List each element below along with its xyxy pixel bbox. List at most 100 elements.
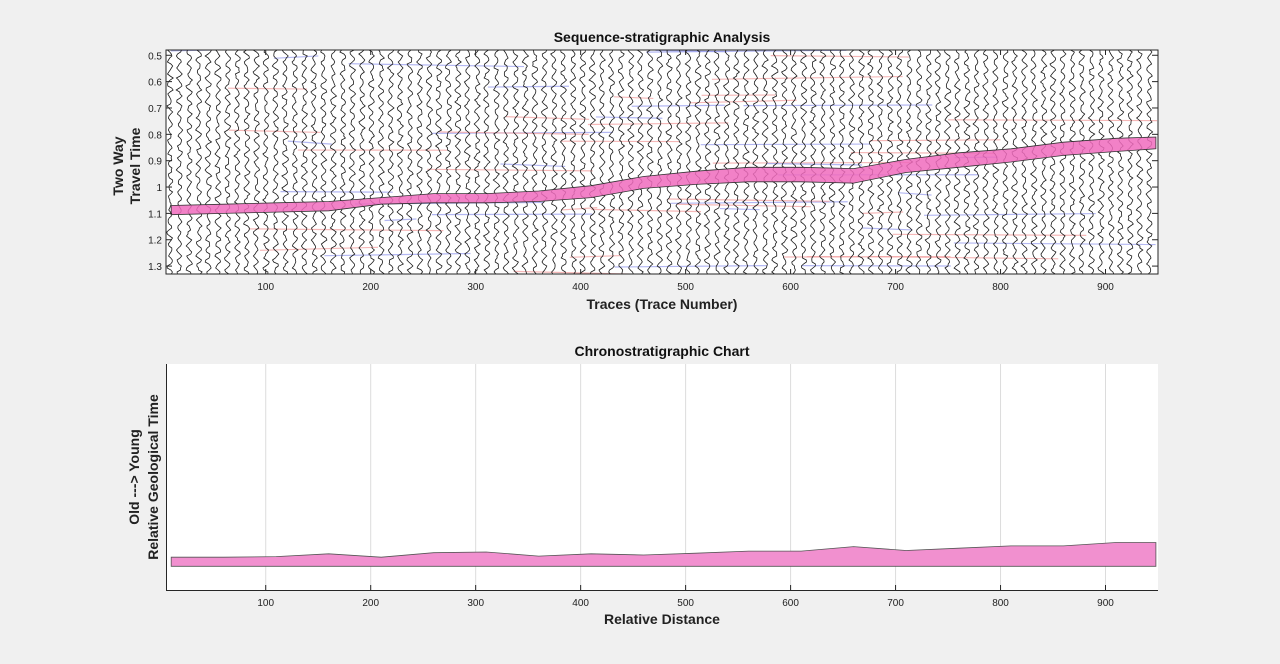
seismic-trace (578, 50, 587, 274)
seismic-ylabel-line1: Two Way (110, 136, 126, 195)
seismic-trace (1097, 50, 1106, 274)
seismic-trace (559, 50, 568, 274)
seismic-title: Sequence-stratigraphic Analysis (554, 29, 771, 45)
seismic-trace (531, 50, 539, 274)
seismic-trace (732, 50, 741, 274)
seismic-trace (1106, 50, 1115, 274)
seismic-trace (655, 50, 664, 274)
chrono-grid (265, 364, 1107, 590)
seismic-trace (425, 50, 434, 274)
seismic-trace (463, 50, 472, 274)
seismic-trace (175, 50, 184, 274)
seismic-trace (1049, 50, 1057, 274)
seismic-xtick-label: 600 (782, 282, 799, 293)
seismic-trace (1068, 50, 1077, 274)
seismic-ytick-label: 0.5 (148, 51, 162, 62)
seismic-ticks: 100 200 300 400 500 600 700 800 900 0.5 0.6 0.7 0.8 0… (148, 50, 1158, 293)
seismic-trace (588, 50, 597, 274)
seismic-trace (1126, 50, 1134, 274)
seismic-horizon (170, 136, 1157, 216)
seismic-trace (713, 50, 721, 274)
seismic-ytick-label: 0.6 (148, 78, 162, 89)
seismic-reflection-streak (869, 139, 1001, 142)
seismic-ytick-label: 1.3 (148, 262, 162, 273)
chrono-xtick-label: 800 (992, 598, 1009, 609)
chrono-xtick-label: 600 (782, 598, 799, 609)
seismic-xtick-label: 500 (677, 282, 694, 293)
seismic-ytick-label: 1.2 (148, 236, 162, 247)
chrono-xlabel: Relative Distance (604, 611, 720, 627)
seismic-trace (396, 50, 405, 274)
seismic-trace (626, 50, 635, 274)
seismic-trace (339, 50, 347, 274)
seismic-trace (607, 50, 616, 274)
seismic-reflection-streak (948, 119, 1158, 122)
seismic-reflection-streak (561, 207, 598, 211)
seismic-reflection-streak (487, 85, 569, 88)
seismic-trace (866, 50, 875, 274)
seismic-trace (818, 50, 827, 274)
seismic-ytick-label: 1 (156, 183, 162, 194)
seismic-trace (645, 50, 654, 274)
seismic-trace (1039, 50, 1048, 274)
seismic-ytick-label: 0.8 (148, 130, 162, 141)
seismic-trace (223, 50, 232, 274)
seismic-ylabel-line2: Travel Time (127, 127, 143, 204)
seismic-xtick-label: 400 (572, 282, 589, 293)
seismic-trace (1029, 50, 1039, 274)
seismic-reflection-streak (384, 218, 417, 222)
seismic-trace (511, 50, 520, 274)
chrono-axes: 100 200 300 400 500 600 700 800 900 Chronostrati… (126, 343, 1158, 627)
seismic-trace (886, 50, 895, 274)
chrono-xtick-label: 500 (677, 598, 694, 609)
seismic-trace (348, 50, 357, 274)
seismic-trace (329, 50, 338, 274)
seismic-trace (358, 50, 366, 274)
seismic-trace (617, 50, 626, 274)
seismic-trace (444, 50, 453, 274)
seismic-reflection-streak (953, 242, 1156, 246)
seismic-trace (665, 50, 674, 274)
seismic-trace (214, 50, 222, 274)
seismic-axes: 100 200 300 400 500 600 700 800 900 0.5 0.6 0.7 0.8 0… (110, 29, 1159, 312)
seismic-trace (799, 50, 808, 274)
seismic-reflection-streak (170, 50, 237, 52)
seismic-trace (473, 50, 482, 274)
seismic-reflection-streak (892, 233, 1087, 237)
seismic-reflection-streak (924, 212, 1096, 216)
seismic-xtick-label: 900 (1097, 282, 1114, 293)
seismic-trace (847, 50, 856, 274)
seismic-trace (377, 50, 385, 274)
seismic-trace (242, 50, 251, 274)
seismic-trace (636, 50, 645, 274)
seismic-reflection-streak (595, 116, 663, 119)
seismic-trace (204, 50, 213, 274)
seismic-reflection-streak (862, 227, 913, 231)
chrono-band-area (170, 542, 1157, 567)
seismic-reflection-streak (897, 192, 932, 196)
seismic-reflection-streak (587, 122, 729, 126)
chrono-title: Chronostratigraphic Chart (574, 343, 749, 359)
seismic-ytick-label: 0.7 (148, 104, 162, 115)
seismic-trace (790, 50, 798, 274)
seismic-trace (386, 50, 395, 274)
seismic-trace (310, 50, 318, 274)
seismic-reflection-streak (668, 198, 830, 202)
seismic-trace (569, 50, 578, 274)
seismic-trace (828, 50, 837, 274)
seismic-trace (406, 50, 414, 274)
seismic-reflection-streak (700, 143, 871, 146)
seismic-trace (684, 50, 693, 274)
seismic-trace (415, 50, 424, 274)
seismic-reflection-streak (712, 161, 912, 164)
seismic-trace (1145, 50, 1154, 274)
seismic-xtick-label: 200 (362, 282, 379, 293)
seismic-reflection-streak (287, 140, 332, 145)
seismic-reflection-streak (506, 116, 590, 120)
seismic-trace (770, 50, 779, 274)
seismic-trace (271, 50, 280, 274)
seismic-reflection-streak (324, 252, 471, 257)
seismic-trace (319, 50, 328, 274)
seismic-trace (492, 50, 501, 274)
chrono-xtick-label: 400 (572, 598, 589, 609)
